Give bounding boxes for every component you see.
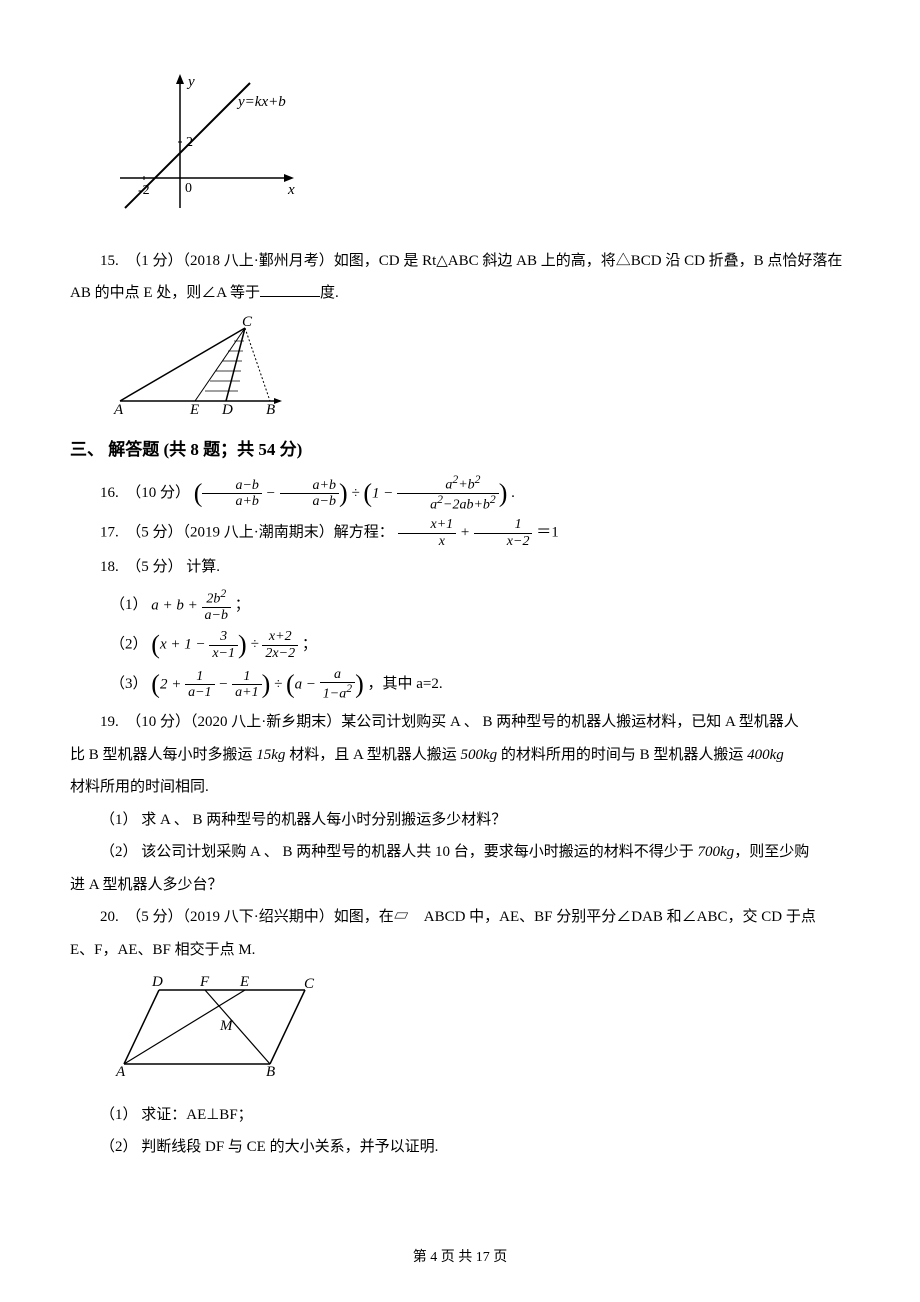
pg-D: D bbox=[151, 974, 163, 990]
q19-v2: 500kg bbox=[460, 747, 497, 763]
q18-p3-mid: ，其中 a=2. bbox=[368, 676, 443, 692]
q18-part3: （3） (2 + 1a−1 − 1a+1) ÷ (a − a1−a2) ，其中 … bbox=[110, 667, 850, 702]
q15-blank bbox=[260, 296, 320, 297]
q19-line3: 材料所用的时间相同. bbox=[70, 773, 850, 802]
q19-p2a: （2） 该公司计划采购 A 、 B 两种型号的机器人共 10 台，要求每小时搬运… bbox=[100, 844, 698, 860]
figure-line-graph: y x 0 -2 2 y=kx+b bbox=[110, 68, 850, 239]
q19-v1: 15kg bbox=[256, 747, 285, 763]
x-intersect-label: -2 bbox=[138, 183, 150, 198]
tri-E: E bbox=[189, 402, 199, 416]
figure-triangle: A E D B C bbox=[110, 316, 850, 427]
pg-A: A bbox=[115, 1064, 126, 1080]
q20-line2: E、F，AE、BF 相交于点 M. bbox=[70, 936, 850, 965]
tri-A: A bbox=[113, 402, 124, 416]
q19-part1: （1） 求 A 、 B 两种型号的机器人每小时分别搬运多少材料？ bbox=[70, 806, 850, 835]
q18-p3-label: （3） bbox=[110, 676, 148, 692]
q18-p2-suffix: ； bbox=[302, 636, 317, 652]
axis-x-label: x bbox=[287, 182, 295, 198]
q19-l2a: 比 B 型机器人每小时多搬运 bbox=[70, 747, 256, 763]
q18-p1-label: （1） bbox=[110, 597, 148, 613]
figure-parallelogram: A B C D E F M bbox=[110, 972, 850, 1093]
q15-line1: 15. （1 分）（2018 八上·鄞州月考）如图，CD 是 Rt△ABC 斜边… bbox=[70, 247, 850, 276]
q19-part2: （2） 该公司计划采购 A 、 B 两种型号的机器人共 10 台，要求每小时搬运… bbox=[70, 838, 850, 867]
pg-B: B bbox=[266, 1064, 275, 1080]
q20-line1: 20. （5 分）（2019 八下·绍兴期中）如图，在▱ ABCD 中，AE、B… bbox=[70, 903, 850, 932]
q19-p2v: 700kg bbox=[698, 844, 735, 860]
q16: 16. （10 分） (a−ba+b − a+ba−b) ÷ (1 − a2+b… bbox=[70, 474, 850, 513]
q17-suffix: ＝1 bbox=[536, 525, 559, 541]
q15-line2: AB 的中点 E 处，则∠A 等于 度. bbox=[70, 279, 850, 308]
q16-prefix: 16. （10 分） bbox=[100, 485, 190, 501]
pg-E: E bbox=[239, 974, 249, 990]
q18-text: 18. （5 分） 计算. bbox=[70, 553, 850, 582]
q19-line1: 19. （10 分）（2020 八上·新乡期末）某公司计划购买 A 、 B 两种… bbox=[70, 708, 850, 737]
q18-p1-suffix: ； bbox=[235, 597, 250, 613]
q18-p2-label: （2） bbox=[110, 636, 148, 652]
q19-l2b: 材料，且 A 型机器人搬运 bbox=[285, 747, 460, 763]
q19-l2c: 的材料所用的时间与 B 型机器人搬运 bbox=[497, 747, 747, 763]
q19-p2b: ，则至少购 bbox=[734, 844, 809, 860]
q18-part1: （1） a + b + 2b2a−b ； bbox=[110, 588, 850, 623]
q19-part2-line2: 进 A 型机器人多少台？ bbox=[70, 871, 850, 900]
tri-D: D bbox=[221, 402, 233, 416]
q15-line2b: 度. bbox=[320, 285, 339, 301]
axis-y-label: y bbox=[186, 74, 195, 90]
q20-part1: （1） 求证：AE⊥BF； bbox=[70, 1101, 850, 1130]
q18-part2: （2） (x + 1 − 3x−1) ÷ x+22x−2 ； bbox=[110, 629, 850, 661]
q20-part2: （2） 判断线段 DF 与 CE 的大小关系，并予以证明. bbox=[70, 1133, 850, 1162]
q16-suffix: . bbox=[511, 485, 515, 501]
q19-v3: 400kg bbox=[747, 747, 784, 763]
q17-prefix: 17. （5 分）（2019 八上·潮南期末）解方程： bbox=[100, 525, 394, 541]
y-intercept-label: 2 bbox=[186, 135, 193, 150]
origin-label: 0 bbox=[185, 181, 192, 196]
pg-M: M bbox=[219, 1018, 234, 1034]
pg-C: C bbox=[304, 976, 315, 992]
graph-svg: y x 0 -2 2 y=kx+b bbox=[110, 68, 310, 228]
section-3-title: 三、 解答题 (共 8 题；共 54 分) bbox=[70, 434, 850, 466]
triangle-svg: A E D B C bbox=[110, 316, 290, 416]
q19-line2: 比 B 型机器人每小时多搬运 15kg 材料，且 A 型机器人搬运 500kg … bbox=[70, 741, 850, 770]
parallelogram-svg: A B C D E F M bbox=[110, 972, 320, 1082]
q17: 17. （5 分）（2019 八上·潮南期末）解方程： x+1x + 1x−2 … bbox=[70, 517, 850, 549]
q15-line2a: AB 的中点 E 处，则∠A 等于 bbox=[70, 285, 260, 301]
page-footer: 第 4 页 共 17 页 bbox=[0, 1245, 920, 1272]
line-equation-label: y=kx+b bbox=[236, 94, 286, 110]
tri-B: B bbox=[266, 402, 275, 416]
pg-F: F bbox=[199, 974, 210, 990]
tri-C: C bbox=[242, 316, 253, 330]
